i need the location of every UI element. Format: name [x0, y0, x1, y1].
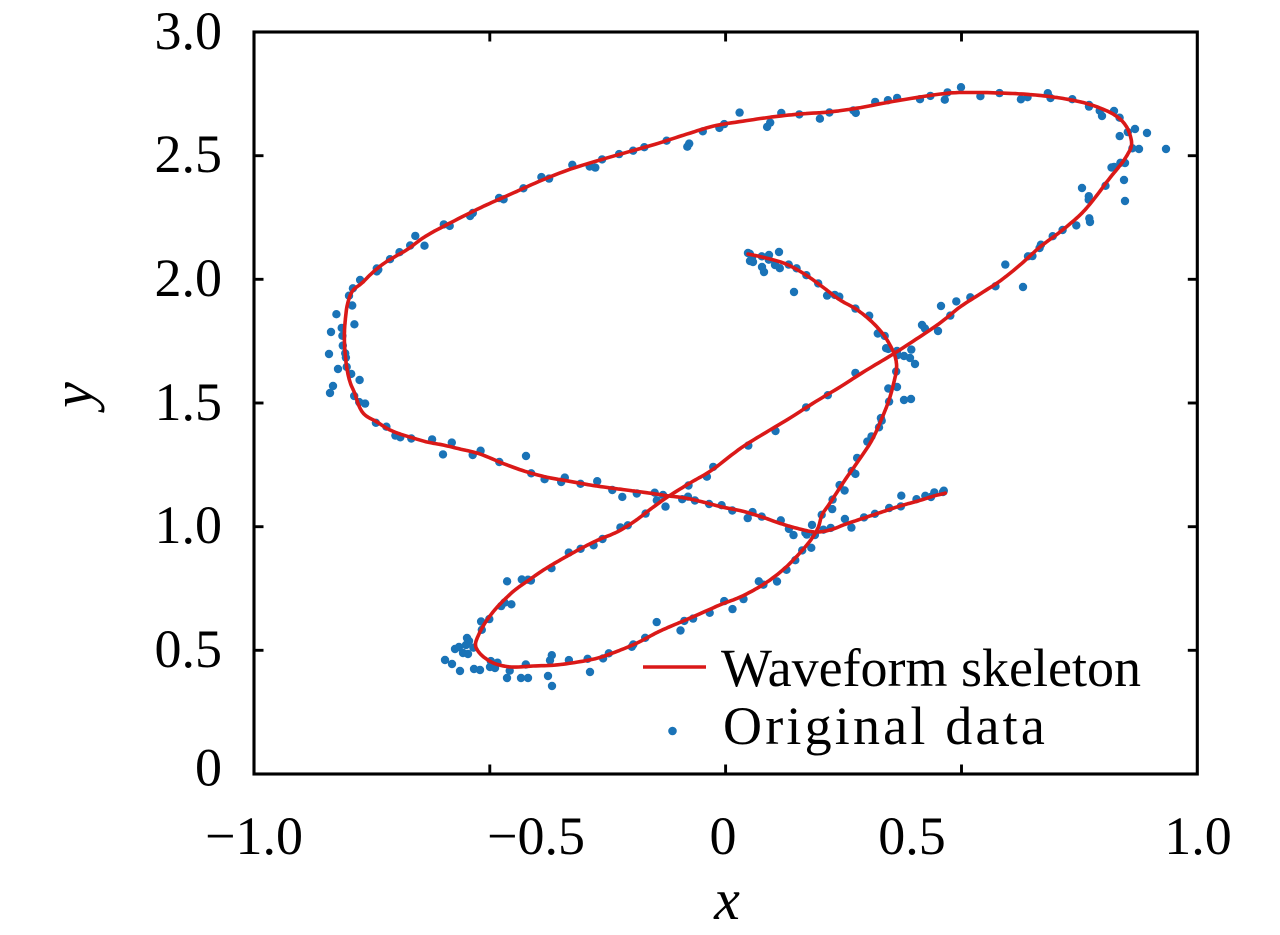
svg-text:y: y — [40, 382, 105, 413]
svg-text:1.0: 1.0 — [155, 495, 223, 555]
svg-text:1.0: 1.0 — [1164, 806, 1232, 866]
svg-text:−1.0: −1.0 — [205, 806, 303, 866]
svg-text:0.5: 0.5 — [155, 619, 223, 679]
svg-text:0: 0 — [195, 738, 222, 798]
svg-text:−0.5: −0.5 — [487, 806, 585, 866]
svg-text:3.0: 3.0 — [155, 1, 223, 61]
svg-text:Original data: Original data — [723, 696, 1048, 756]
svg-text:1.5: 1.5 — [155, 372, 223, 432]
svg-text:2.5: 2.5 — [155, 124, 223, 184]
svg-text:0.5: 0.5 — [878, 806, 946, 866]
svg-text:0: 0 — [710, 806, 737, 866]
svg-text:Waveform skeleton: Waveform skeleton — [721, 638, 1141, 698]
svg-text:2.0: 2.0 — [155, 248, 223, 308]
svg-text:x: x — [713, 867, 740, 932]
